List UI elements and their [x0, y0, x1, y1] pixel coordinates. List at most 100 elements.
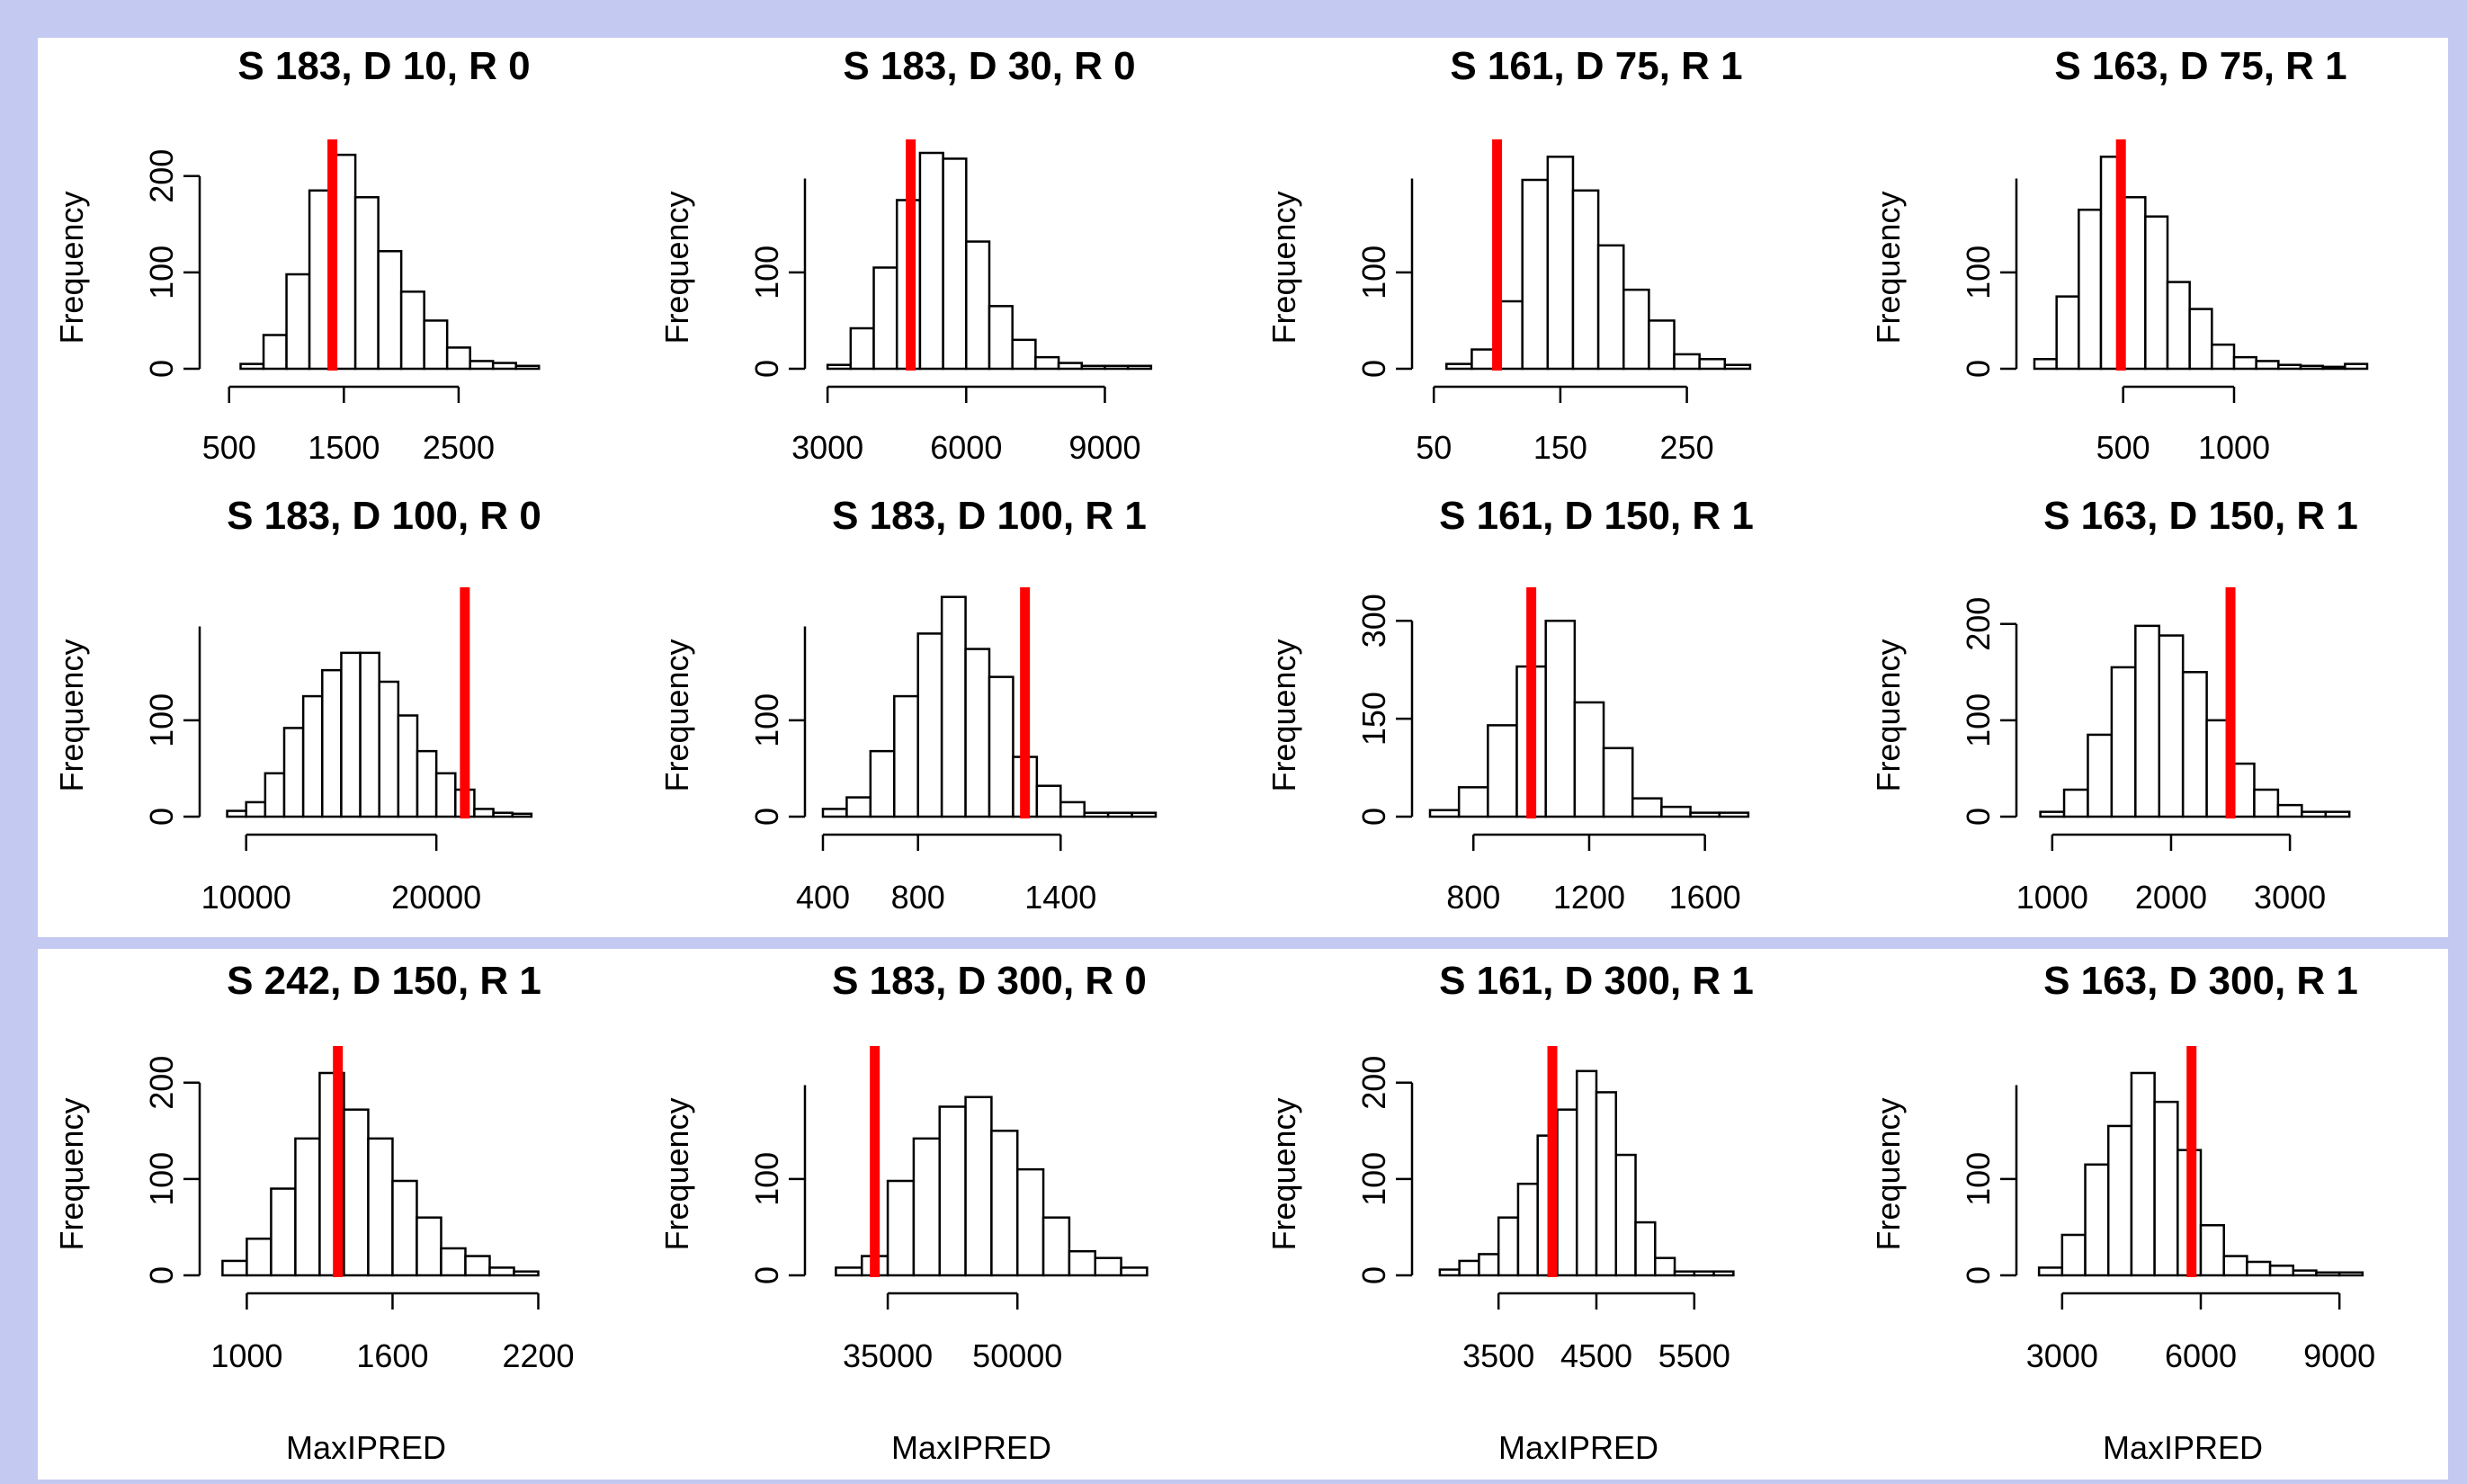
histogram-bar: [1083, 811, 1110, 818]
x-tick-label: 800: [1446, 879, 1500, 916]
y-axis-label: Frequency: [53, 639, 90, 791]
histogram-bar: [2315, 1271, 2341, 1277]
histogram-bar: [221, 1259, 248, 1277]
histogram-bar: [893, 694, 919, 818]
y-tick-label: 0: [143, 1266, 180, 1284]
x-axis-label: MaxIPRED: [286, 1429, 446, 1466]
histogram-bar: [378, 680, 400, 818]
x-tick-label: 150: [1533, 429, 1587, 466]
x-tick-label: 1600: [1669, 879, 1741, 916]
histogram-bar: [1104, 364, 1130, 371]
y-tick-label: 0: [1355, 1266, 1392, 1284]
histogram-bar: [2292, 1269, 2318, 1277]
histogram-bar: [1521, 178, 1550, 371]
y-tick-label: 0: [1960, 360, 1997, 378]
histogram-bar: [416, 749, 438, 818]
histogram-bar: [1654, 1256, 1676, 1277]
histogram-bar: [340, 651, 362, 818]
histogram-bar: [2299, 364, 2324, 371]
x-tick-label: 50000: [972, 1337, 1062, 1374]
histogram-bar: [391, 1179, 418, 1277]
y-tick-label: 0: [748, 360, 785, 378]
histogram-bar: [942, 157, 968, 371]
panel-title: S 161, D 150, R 1: [1439, 494, 1754, 538]
histogram-bar: [2110, 666, 2137, 818]
histogram-bar: [488, 1266, 515, 1277]
histogram-bar: [245, 800, 267, 818]
histogram-bar: [445, 346, 471, 371]
y-tick-label: 100: [143, 246, 180, 299]
x-tick-label: 400: [796, 879, 850, 916]
histogram-bar: [2199, 1224, 2225, 1277]
histogram-bar: [2144, 215, 2169, 371]
histogram-bar: [2060, 1233, 2087, 1277]
y-axis-label: Frequency: [1265, 1097, 1302, 1250]
histogram-panel: S 183, D 100, R 1 Frequency 400 800 1400 0 100: [658, 494, 1158, 916]
histogram-bar: [2087, 733, 2114, 818]
panel-title: S 242, D 150, R 1: [227, 959, 541, 1003]
y-axis-label: Frequency: [53, 1097, 90, 1250]
histogram-bar: [2255, 360, 2280, 371]
y-axis-label: Frequency: [1265, 191, 1302, 344]
histogram-bar: [1689, 811, 1721, 818]
y-tick-label: 100: [748, 1152, 785, 1206]
y-tick-label: 100: [143, 693, 180, 747]
x-tick-label: 500: [202, 429, 256, 466]
x-tick-label: 20000: [391, 879, 481, 916]
histogram-bar: [2122, 196, 2147, 371]
y-tick-label: 100: [143, 1152, 180, 1206]
histogram-bar: [916, 632, 943, 818]
histogram-bar: [1497, 1216, 1520, 1277]
histogram-bar: [988, 675, 1015, 818]
panel-title: S 161, D 300, R 1: [1439, 959, 1754, 1003]
x-tick-label: 35000: [843, 1337, 933, 1374]
histogram-bar: [2134, 624, 2161, 818]
x-tick-label: 2000: [2135, 879, 2207, 916]
y-tick-label: 150: [1355, 692, 1392, 746]
histogram-bar: [886, 1179, 916, 1277]
histogram-bar: [1556, 1108, 1578, 1277]
histogram-bar: [226, 809, 247, 818]
histogram-bar: [246, 1238, 273, 1277]
y-tick-label: 100: [748, 693, 785, 747]
histogram-bar: [473, 808, 495, 818]
histogram-bar: [918, 151, 944, 371]
histogram-bar: [2246, 1260, 2272, 1277]
histogram-bar: [491, 362, 517, 371]
y-tick-label: 100: [748, 246, 785, 299]
histogram-bar: [1631, 797, 1663, 818]
histogram-bar: [826, 363, 853, 371]
histogram-bar: [2268, 1265, 2295, 1277]
histogram-bar: [2130, 1071, 2156, 1277]
y-tick-label: 200: [1960, 597, 1997, 651]
histogram-bar: [513, 1270, 540, 1277]
histogram-bar: [377, 250, 403, 371]
histogram-bar: [1660, 805, 1692, 818]
x-tick-label: 6000: [2165, 1337, 2237, 1374]
y-axis-label: Frequency: [1870, 639, 1907, 791]
histogram-bar: [301, 694, 324, 818]
x-tick-label: 3000: [791, 429, 863, 466]
x-tick-label: 4500: [1560, 1337, 1632, 1374]
histogram-panel: S 183, D 100, R 0 Frequency 10000 20000 0 100: [53, 494, 541, 916]
histogram-bar: [285, 273, 311, 371]
y-axis-label: Frequency: [1870, 191, 1907, 344]
histogram-bar: [1516, 1182, 1539, 1277]
histogram-panel: S 161, D 300, R 1 Frequency 3500 4500 5500 0 1…: [1265, 959, 1754, 1466]
histogram-bar: [2084, 1163, 2110, 1277]
y-tick-label: 0: [143, 360, 180, 378]
panel-title: S 163, D 75, R 1: [2054, 44, 2346, 88]
histogram-bar: [1596, 244, 1625, 371]
histogram-bar: [1544, 620, 1577, 818]
histogram-bar: [964, 648, 991, 818]
y-axis-label: Frequency: [658, 639, 695, 791]
histogram-bar: [1595, 1091, 1618, 1277]
histogram-bar: [434, 772, 457, 818]
histogram-bar: [869, 749, 896, 818]
histogram-bar: [359, 651, 380, 818]
y-tick-label: 0: [143, 808, 180, 826]
x-tick-label: 9000: [1068, 429, 1140, 466]
histogram-bar: [262, 334, 288, 371]
x-tick-label: 6000: [930, 429, 1002, 466]
